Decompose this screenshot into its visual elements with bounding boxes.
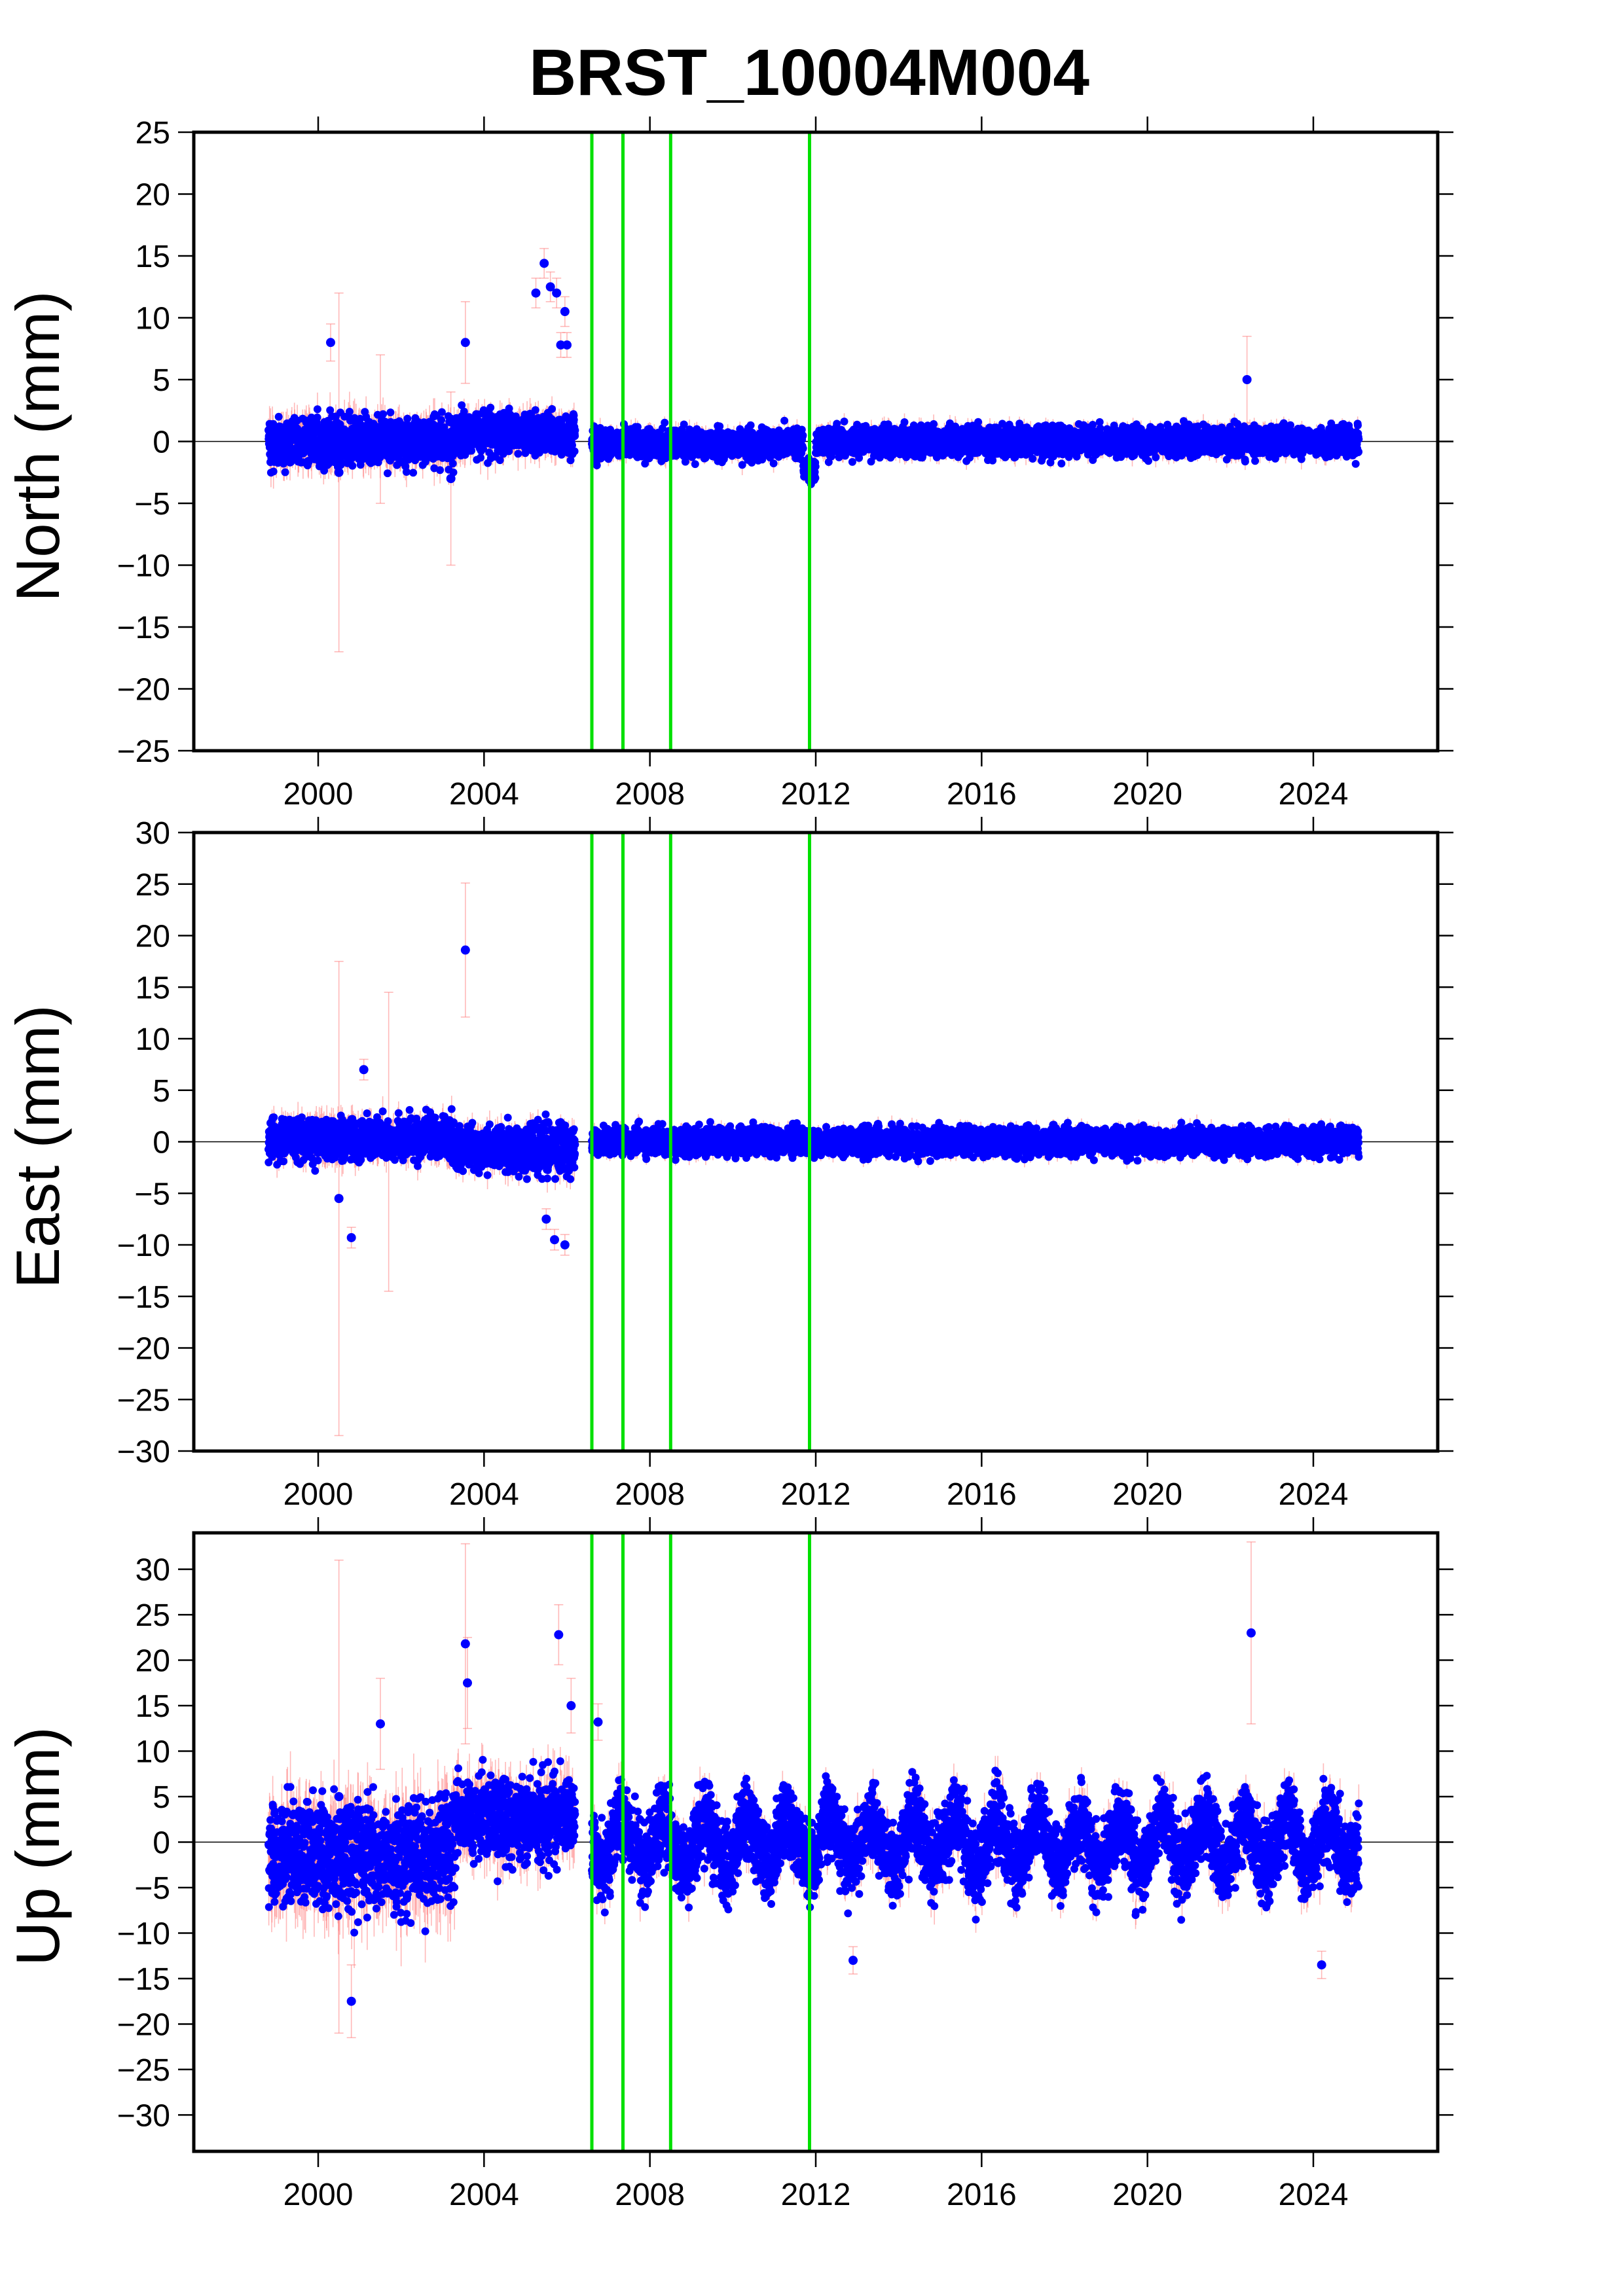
north-data-point xyxy=(345,408,354,416)
north-data-point xyxy=(557,450,566,459)
north-data-point xyxy=(269,467,278,476)
north-data-point xyxy=(458,401,466,410)
north-data-point xyxy=(593,461,601,469)
north-data-point xyxy=(384,469,392,478)
north-data-point xyxy=(496,456,504,465)
north-data-point xyxy=(568,441,576,450)
north-data-point xyxy=(566,456,575,465)
north-data-point xyxy=(437,408,446,416)
north-data-point xyxy=(313,413,321,422)
north-data-point xyxy=(281,468,289,476)
north-y-axis-label: North (mm) xyxy=(3,291,72,601)
north-data-points xyxy=(264,259,1363,488)
north-data-point xyxy=(379,410,388,418)
north-data-point xyxy=(402,468,410,476)
north-data-point xyxy=(467,446,476,455)
north-data-point xyxy=(337,461,345,469)
north-data-point xyxy=(477,454,485,462)
chart-title: BRST_10004M004 xyxy=(529,36,1089,109)
north-data-point xyxy=(274,412,283,421)
north-data-point xyxy=(505,447,513,456)
north-data-point xyxy=(486,403,495,412)
north-data-point xyxy=(505,404,513,413)
north-data-point xyxy=(571,432,579,440)
north-data-point xyxy=(437,416,446,424)
north-data-point xyxy=(269,420,278,428)
north-data-point xyxy=(448,459,457,468)
north-data-point xyxy=(403,414,412,423)
north-data-point xyxy=(570,416,578,424)
north-data-point xyxy=(633,423,642,431)
north-data-point xyxy=(479,444,487,453)
north-data-point xyxy=(307,413,316,422)
north-data-point xyxy=(548,404,556,413)
north-data-point xyxy=(326,406,335,414)
north-data-point xyxy=(376,453,384,461)
north-data-point xyxy=(571,426,579,435)
north-data-point xyxy=(514,450,522,458)
north-data-point xyxy=(409,469,418,477)
north-data-point xyxy=(531,406,539,414)
north-data-point xyxy=(386,408,395,417)
north-plot-area xyxy=(194,247,1438,653)
north-data-point xyxy=(313,405,321,414)
north-data-point xyxy=(570,447,579,456)
north-data-point xyxy=(436,466,445,475)
north-data-point xyxy=(356,461,365,469)
north-data-point xyxy=(348,461,357,470)
